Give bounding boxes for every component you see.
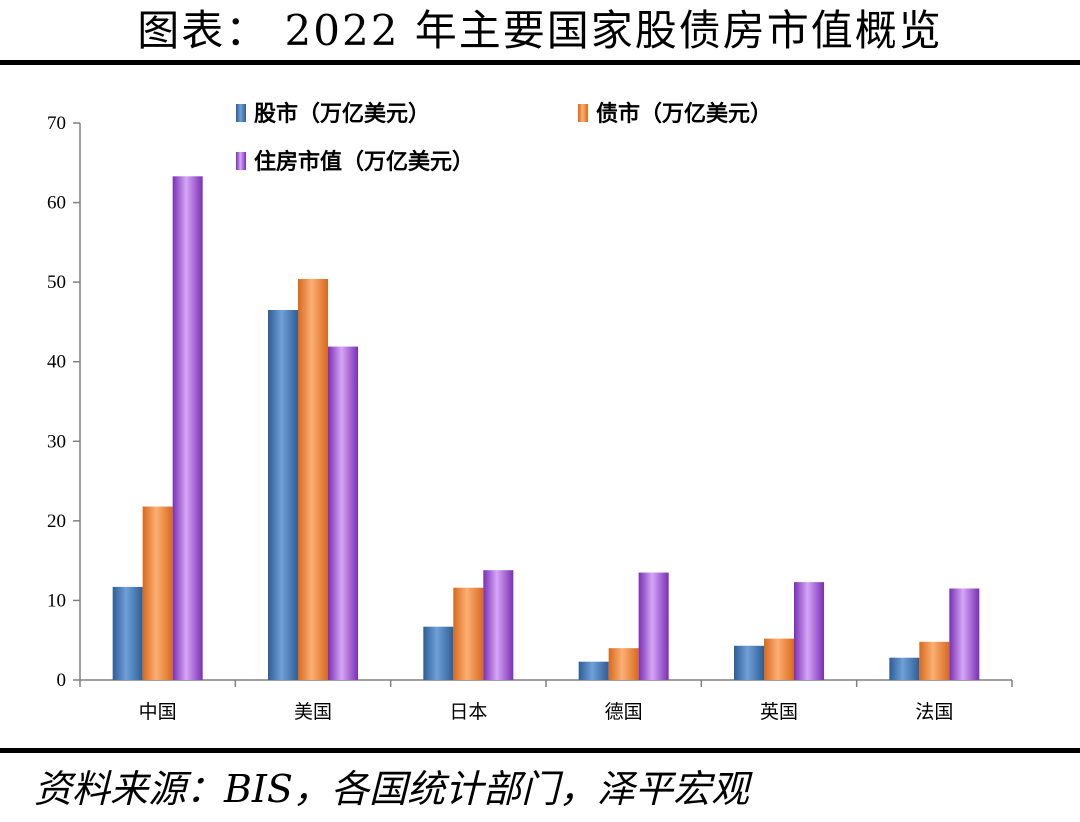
- legend-label: 股市（万亿美元）: [254, 101, 430, 127]
- bar: [453, 587, 484, 680]
- bar: [919, 641, 950, 680]
- bar: [608, 648, 639, 680]
- bar: [298, 278, 328, 680]
- x-tick-label: 中国: [139, 701, 177, 723]
- x-tick-label: 美国: [294, 701, 332, 723]
- bar: [268, 309, 298, 680]
- x-tick-label: 英国: [760, 701, 798, 723]
- bottom-divider: [0, 748, 1080, 753]
- y-tick-label: 20: [47, 511, 66, 532]
- y-tick-label: 70: [47, 113, 66, 134]
- top-divider: [0, 60, 1080, 65]
- bar: [142, 506, 173, 680]
- x-tick-label: 日本: [449, 701, 487, 723]
- legend-swatch: [578, 104, 588, 122]
- y-tick-label: 10: [47, 590, 66, 611]
- bar: [172, 176, 203, 680]
- bar: [578, 661, 609, 680]
- y-tick-label: 0: [57, 670, 67, 691]
- legend: 股市（万亿美元） 债市（万亿美元） 住房市值（万亿美元）: [236, 101, 772, 175]
- legend-label: 住房市值（万亿美元）: [254, 149, 474, 175]
- bar: [328, 346, 358, 680]
- axes: 0 10 20 30 40 50 60 70 中国 美国 日本 德国 英国 法国: [47, 113, 1013, 723]
- bar: [764, 638, 794, 680]
- bar: [483, 570, 514, 680]
- legend-swatch: [236, 104, 246, 122]
- bars: [112, 176, 980, 680]
- y-tick-label: 40: [47, 352, 66, 373]
- bar: [794, 582, 824, 680]
- y-tick-label: 30: [47, 431, 66, 452]
- y-tick-label: 50: [47, 272, 66, 293]
- source-note: 资料来源：BIS，各国统计部门，泽平宏观: [34, 767, 749, 811]
- bar: [734, 645, 764, 680]
- legend-label: 债市（万亿美元）: [596, 101, 772, 127]
- x-tick-label: 德国: [605, 701, 643, 723]
- bar: [638, 572, 669, 680]
- x-tick-label: 法国: [915, 701, 953, 723]
- bar: [423, 626, 454, 680]
- bar-chart: 0 10 20 30 40 50 60 70 中国 美国 日本 德国 英国 法国 股市（万亿美元） 债市（万…: [47, 101, 1013, 723]
- bar: [949, 588, 980, 680]
- bar: [889, 657, 920, 680]
- y-tick-label: 60: [47, 193, 66, 214]
- page-title: 图表： 2022 年主要国家股债房市值概览: [137, 6, 943, 55]
- bar: [112, 586, 143, 680]
- legend-swatch: [236, 152, 246, 170]
